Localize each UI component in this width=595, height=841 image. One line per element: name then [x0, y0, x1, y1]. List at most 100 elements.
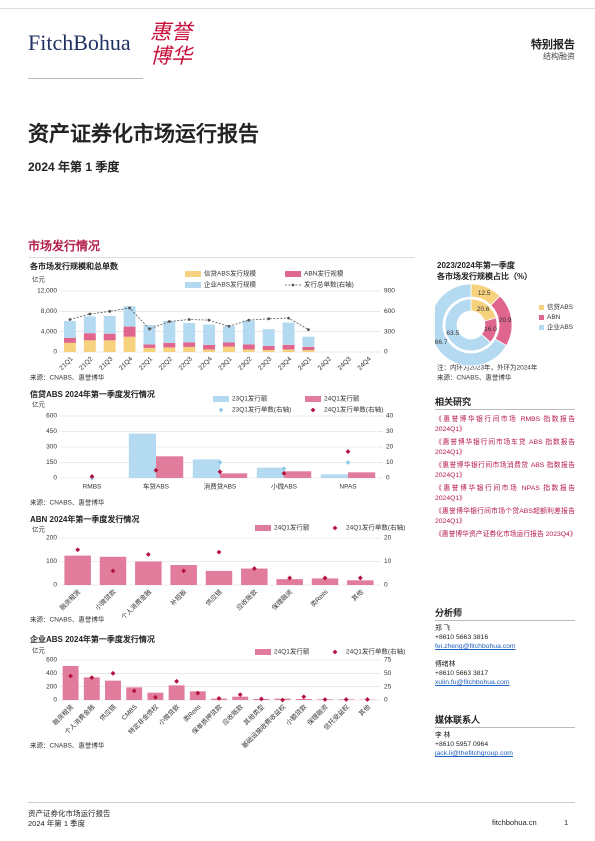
x-tick-label: 消费贷ABS [204, 482, 237, 491]
footer-site[interactable]: fitchbohua.cn [492, 818, 537, 827]
x-tick-label: 应收账款 [234, 587, 259, 612]
bar [256, 467, 284, 478]
bar [83, 316, 96, 334]
point [280, 697, 285, 703]
bar [302, 346, 315, 351]
y2-tick-label: 40 [386, 413, 394, 420]
note: 注：内环为2023年，外环为2024年 [437, 363, 538, 372]
related-item[interactable]: 《惠誉博华资产证券化市场运行报告 2023Q4》 [435, 531, 577, 538]
legend-swatch [185, 271, 201, 277]
legend-swatch [539, 315, 544, 320]
bar [282, 349, 295, 352]
point [195, 690, 201, 696]
legend-label: 24Q1发行额 [324, 394, 360, 403]
analyst-email[interactable]: fei.zheng@fitchbohua.com [435, 643, 516, 650]
x-tick-label: 24Q1 [297, 355, 313, 371]
pie-slice [435, 283, 508, 367]
legend-swatch [539, 325, 544, 330]
y-tick-label: 450 [46, 428, 57, 435]
related-item[interactable]: 《惠誉博华银行间市场消费贷 ABS 指数报告 2024Q1》 [435, 462, 575, 479]
bar [276, 579, 303, 585]
bar [282, 344, 295, 350]
bar [320, 474, 348, 478]
point [281, 470, 287, 476]
y-tick-label: 200 [46, 535, 57, 542]
x-tick-label: 23Q4 [277, 355, 293, 371]
point [287, 575, 293, 581]
point [89, 474, 95, 479]
related-item[interactable]: 《惠誉博华银行间市场车贷 ABS 指数报告 2024Q1》 [435, 439, 575, 456]
logo-rule [28, 78, 143, 79]
chart-title: 企业ABS 2024年第一季度发行情况 [29, 634, 155, 644]
point [216, 696, 222, 701]
x-tick-label: CMBS [121, 703, 140, 722]
analyst: 郑 飞 +8610 5663 3816 fei.zheng@fitchbohua… [435, 624, 516, 651]
point [216, 549, 222, 555]
x-tick-label: 小微贷款 [93, 587, 118, 612]
y-tick-label: 12,000 [37, 288, 57, 295]
x-tick-label: 22Q4 [197, 355, 213, 371]
related-heading: 相关研究 [435, 397, 472, 407]
y2-tick-label: 0 [384, 349, 388, 356]
legend-label: 23Q1发行单数(右轴) [232, 405, 291, 414]
related-item[interactable]: 《惠誉博华银行间市场个贷ABS超额利差报告 2024Q1》 [435, 508, 575, 525]
y-axis-label: 亿元 [32, 525, 46, 534]
bar [262, 345, 275, 350]
bar [123, 336, 136, 352]
bar [284, 471, 312, 478]
point [365, 697, 370, 702]
sector: 结构融资 [543, 52, 575, 61]
x-tick-label: 24Q2 [317, 355, 333, 371]
y-tick-label: 0 [53, 582, 57, 589]
analyst-email[interactable]: xulin.fu@fitchbohua.com [435, 679, 510, 686]
y-axis-label: 亿元 [32, 646, 46, 655]
bar [103, 315, 116, 334]
related-item[interactable]: 《惠誉博华银行间市场 NPAS 指数报告 2024Q1》 [435, 485, 575, 502]
x-tick-label: 22Q3 [178, 355, 194, 371]
point [322, 697, 328, 702]
point [110, 568, 116, 574]
y-tick-label: 200 [46, 683, 57, 690]
line-marker [148, 327, 151, 331]
analyst-name: 傅绪林 [435, 661, 456, 668]
analyst-phone: +8610 5663 3816 [435, 634, 489, 641]
y-tick-label: 600 [46, 657, 57, 664]
subtitle: 2024 年第 1 季度 [28, 160, 120, 174]
bar [222, 342, 235, 347]
y-tick-label: 8,000 [41, 308, 58, 315]
bar [302, 350, 315, 352]
source: 来源：CNABS、惠誉博华 [30, 741, 105, 750]
chart-subtitle: 各市场发行规模占比（%） [436, 271, 532, 281]
point [343, 697, 349, 702]
point [174, 678, 179, 684]
bar [143, 347, 156, 352]
point [301, 694, 307, 700]
bar [348, 472, 376, 478]
line-marker [128, 306, 131, 310]
logo-cn: 惠誉 博华 [150, 20, 192, 68]
x-tick-label: 22Q2 [158, 355, 174, 371]
x-tick-label: 21Q3 [98, 355, 114, 371]
y-axis-label: 亿元 [32, 275, 46, 284]
bar [232, 696, 249, 700]
related-item[interactable]: 《惠誉博华银行间市场 RMBS 指数报告 2024Q1》 [435, 416, 575, 433]
line-marker [307, 328, 310, 332]
x-tick-label: NPAS [339, 484, 357, 491]
bar [128, 433, 156, 478]
contact-phone: +8610 5957 0964 [435, 741, 489, 748]
legend-label: 发行总单数(右轴) [304, 280, 354, 289]
legend-label: 企业ABS发行规模 [204, 280, 257, 289]
report-type: 特别报告 [531, 39, 575, 51]
line-marker [167, 320, 171, 323]
point [251, 566, 257, 571]
contact-email[interactable]: jack.li@thefitchgroup.com [435, 750, 513, 757]
point [110, 670, 116, 676]
line-marker [227, 324, 231, 328]
x-tick-label: 23Q3 [257, 355, 273, 371]
source: 来源：CNABS、惠誉博华 [437, 373, 512, 382]
legend-label: 24Q1发行单数(右轴) [324, 405, 383, 414]
slice-label: 16.0 [484, 326, 497, 333]
point [345, 460, 351, 465]
x-tick-label: 21Q4 [118, 355, 134, 371]
heading-rule [435, 727, 575, 728]
